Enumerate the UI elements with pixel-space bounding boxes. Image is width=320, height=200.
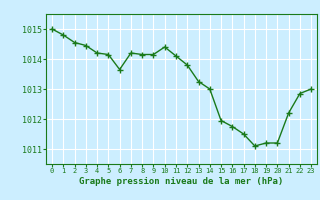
X-axis label: Graphe pression niveau de la mer (hPa): Graphe pression niveau de la mer (hPa): [79, 177, 284, 186]
